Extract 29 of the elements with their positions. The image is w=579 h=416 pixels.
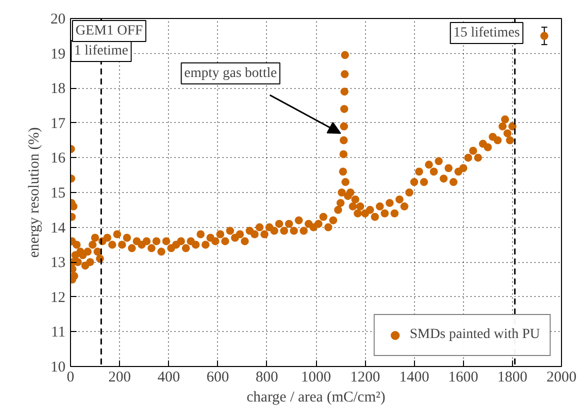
ref-line-label: 15 lifetimes	[453, 26, 520, 40]
legend-label: SMDs painted with PU	[410, 327, 540, 343]
y-tick-label: 10	[50, 360, 66, 376]
y-tick-label: 15	[50, 186, 66, 202]
annotation: GEM1 OFF	[76, 24, 144, 38]
x-tick-label: 0	[66, 370, 74, 386]
y-tick-label: 19	[50, 46, 66, 62]
x-tick-label: 800	[256, 370, 278, 386]
y-tick-label: 17	[50, 116, 66, 132]
x-tick-label: 400	[157, 370, 180, 386]
y-axis-title: energy resolution (%)	[26, 127, 42, 258]
y-tick-label: 20	[50, 12, 66, 28]
x-tick-label: 2000	[546, 370, 576, 386]
y-tick-label: 12	[50, 290, 66, 306]
y-tick-label: 13	[50, 255, 66, 272]
x-tick-label: 1200	[350, 370, 380, 386]
y-tick-label: 11	[51, 324, 66, 341]
x-tick-label: 1600	[448, 370, 478, 386]
y-tick-label: 16	[50, 150, 66, 167]
y-tick-label: 14	[50, 220, 66, 236]
x-tick-label: 1800	[497, 370, 528, 386]
x-tick-label: 1000	[301, 370, 331, 386]
y-tick-label: 18	[50, 81, 66, 98]
x-tick-label: 200	[108, 370, 131, 386]
x-tick-label: 600	[206, 370, 230, 386]
x-tick-label: 1400	[399, 370, 430, 386]
x-axis-title: charge / area (mC/cm²)	[246, 390, 386, 406]
annotation: empty gas bottle	[184, 66, 277, 81]
ref-line-label: 1 lifetime	[74, 44, 128, 58]
